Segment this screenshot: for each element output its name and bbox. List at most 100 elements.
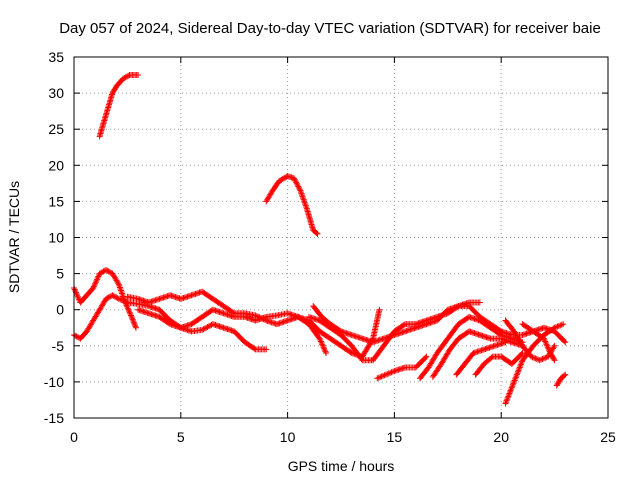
- data-point: [528, 353, 535, 360]
- x-tick-label: 10: [280, 429, 296, 445]
- data-point: [536, 357, 543, 364]
- series-arc-6: [135, 306, 330, 357]
- data-point: [347, 349, 354, 356]
- series-arc-12: [453, 339, 509, 378]
- data-point: [295, 184, 302, 191]
- data-point: [502, 339, 509, 346]
- data-point: [104, 295, 111, 302]
- series-arc-16: [502, 317, 558, 364]
- data-point: [384, 371, 391, 378]
- data-point: [551, 342, 558, 349]
- gridlines: [74, 57, 608, 418]
- data-point: [376, 306, 383, 313]
- data-point: [74, 293, 81, 300]
- data-point: [550, 356, 557, 363]
- data-point: [104, 267, 111, 274]
- data-point: [323, 350, 330, 357]
- data-point: [505, 393, 512, 400]
- data-point: [125, 306, 132, 313]
- data-point: [317, 337, 324, 344]
- data-point: [291, 176, 298, 183]
- data-point: [105, 268, 112, 275]
- data-point: [203, 324, 210, 331]
- axis-ticks: 0 5 10 15 20 25 -15 -10 -5 0 5 10 15 20 25 30 35: [44, 49, 616, 445]
- data-point: [121, 298, 128, 305]
- series-arc-17: [553, 371, 569, 389]
- data-point: [130, 317, 137, 324]
- data-point: [75, 295, 82, 302]
- x-tick-label: 20: [493, 429, 509, 445]
- data-point: [519, 350, 526, 357]
- data-point: [518, 351, 525, 358]
- data-point: [382, 371, 389, 378]
- data-point: [506, 390, 513, 397]
- data-point: [505, 391, 512, 398]
- data-point: [561, 338, 568, 345]
- data-point: [316, 335, 323, 342]
- data-point: [109, 292, 116, 299]
- series-arc-11: [429, 328, 526, 380]
- data-point: [92, 280, 99, 287]
- data-point: [295, 183, 302, 190]
- y-tick-label: -15: [44, 410, 64, 426]
- data-point: [129, 316, 136, 323]
- series-arc-9: [374, 353, 430, 382]
- data-point: [103, 266, 110, 273]
- data-point: [518, 358, 525, 365]
- data-point: [542, 354, 549, 361]
- data-point: [103, 295, 110, 302]
- data-point: [513, 373, 520, 380]
- data-point: [558, 321, 565, 328]
- data-point: [385, 370, 392, 377]
- chart-title: Day 057 of 2024, Sidereal Day-to-day VTE…: [59, 20, 601, 37]
- data-point: [533, 356, 540, 363]
- data-point: [96, 270, 103, 277]
- data-point: [130, 319, 137, 326]
- plot-frame: [73, 56, 609, 419]
- data-point: [115, 280, 122, 287]
- data-point: [511, 378, 518, 385]
- data-point: [125, 72, 132, 79]
- data-point: [554, 323, 561, 330]
- data-point: [516, 365, 523, 372]
- data-point: [120, 75, 127, 82]
- data-point: [120, 297, 127, 304]
- data-point: [510, 380, 517, 387]
- data-point: [540, 355, 547, 362]
- data-point: [117, 296, 124, 303]
- data-point: [551, 324, 558, 331]
- y-tick-label: 10: [48, 230, 64, 246]
- x-tick-label: 5: [177, 429, 185, 445]
- data-point: [122, 74, 129, 81]
- data-point: [550, 344, 557, 351]
- y-tick-label: 20: [48, 157, 64, 173]
- data-point: [380, 372, 387, 379]
- data-point: [292, 178, 299, 185]
- series-arc-8: [310, 303, 569, 346]
- data-point: [503, 397, 510, 404]
- data-point: [532, 355, 539, 362]
- data-point: [131, 322, 138, 329]
- data-point: [540, 335, 547, 342]
- y-tick-label: 25: [48, 121, 64, 137]
- data-point: [518, 360, 525, 367]
- data-point: [252, 312, 259, 319]
- data-point: [319, 341, 326, 348]
- data-point: [538, 356, 545, 363]
- data-point: [105, 294, 112, 301]
- data-point: [90, 285, 97, 292]
- data-point: [121, 74, 128, 81]
- series-arc-13: [472, 350, 526, 378]
- data-point: [127, 311, 134, 318]
- data-point: [291, 175, 298, 182]
- data-point: [543, 341, 550, 348]
- data-point: [132, 323, 139, 330]
- data-point: [207, 322, 214, 329]
- data-point: [317, 338, 324, 345]
- data-point: [128, 312, 135, 319]
- data-point: [201, 325, 208, 332]
- data-point: [293, 179, 300, 186]
- data-point: [321, 345, 328, 352]
- data-point: [509, 381, 516, 388]
- data-point: [512, 374, 519, 381]
